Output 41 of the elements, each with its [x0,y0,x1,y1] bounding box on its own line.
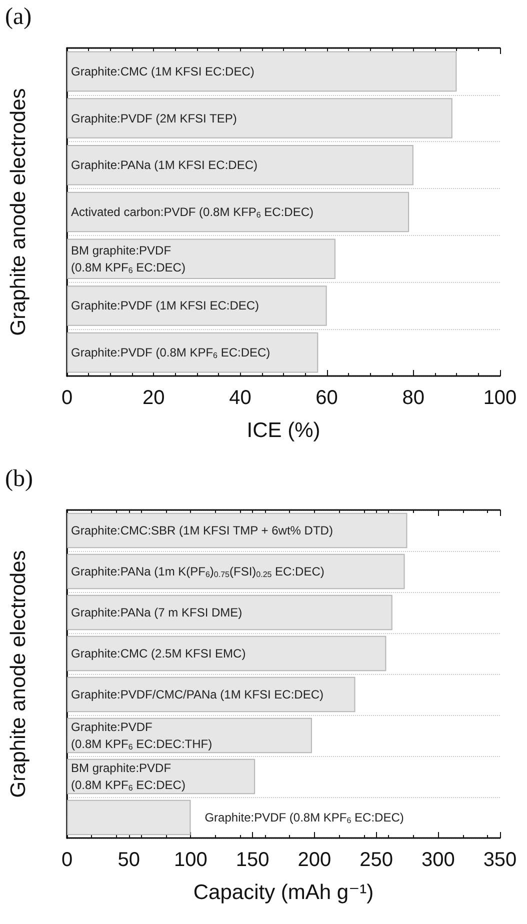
x-axis-title: ICE (%) [246,419,320,442]
x-tick-label: 40 [229,387,252,409]
x-tick-label: 150 [236,849,270,871]
bar [67,512,408,548]
bar [67,192,410,232]
x-tick-label: 80 [402,387,425,409]
bar [67,144,414,186]
x-tick-label: 350 [483,849,517,871]
y-tick-label: Graphite:PVDF (1M KFSI EC:DEC) [71,298,260,313]
x-tick-label: 0 [61,849,73,871]
x-tick-label: 50 [118,849,140,871]
y-tick-label: Graphite:CMC (2.5M KFSI EMC) [71,646,246,660]
bar [67,286,327,326]
x-tick-label: 200 [298,849,332,871]
x-axis-title: Capacity (mAh g⁻¹) [193,881,374,904]
bar [67,238,336,280]
bar [67,554,405,590]
bar [67,332,318,373]
chart-title: (b) [5,466,33,492]
bar [67,98,452,138]
chart-title: (a) [5,4,32,30]
bar [67,594,392,630]
y-tick-label: Graphite:PVDF/CMC/PANa (1M KFSI EC:DEC) [71,688,324,702]
x-tick-label: 100 [483,387,517,409]
x-tick-label: 300 [421,849,455,871]
y-tick-label: Graphite:CMC:SBR (1M KFSI TMP + 6wt% DTD) [71,524,333,538]
y-tick-label: Graphite:PANa (1M KFSI EC:DEC) [71,158,258,172]
x-tick-label: 0 [61,387,73,409]
y-tick-label: Graphite:CMC (1M KFSI EC:DEC) [71,64,254,78]
y-tick-label: Graphite:PVDF (2M KFSI TEP) [71,111,237,126]
bar [67,51,457,92]
bar [67,800,191,836]
y-axis-title: Graphite anode electrodes [7,550,30,798]
x-tick-label: 60 [316,387,338,409]
x-tick-label: 20 [142,387,165,409]
x-tick-label: 250 [360,849,393,871]
y-tick-label: Graphite:PANa (7 m KFSI DME) [71,606,242,620]
x-tick-label: 100 [174,849,208,871]
y-axis-title: Graphite anode electrodes [7,88,30,336]
bar [67,676,356,712]
bar [67,636,386,672]
